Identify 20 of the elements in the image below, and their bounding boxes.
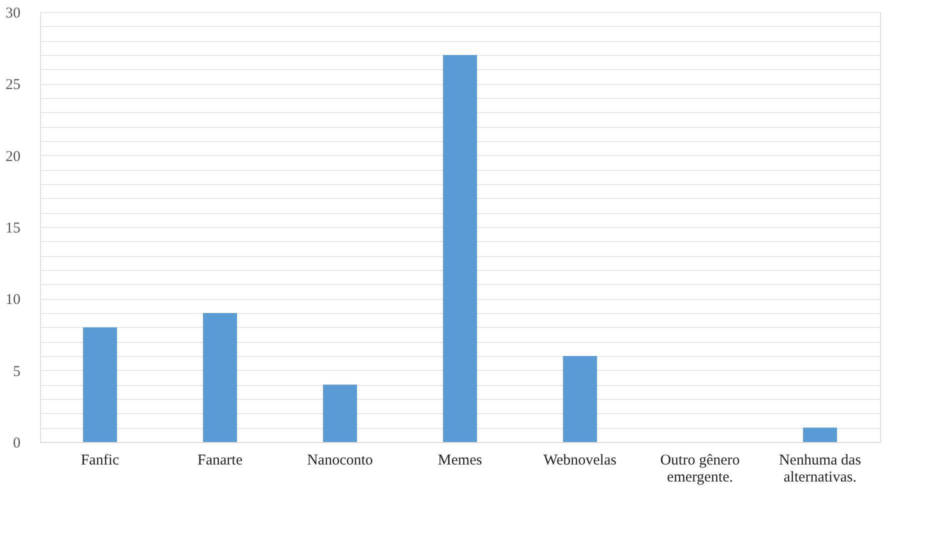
bar [563,356,597,442]
x-tick-label: Nenhuma das alternativas. [778,452,862,486]
y-tick-label: 20 [6,148,20,165]
y-tick-label: 25 [6,77,20,94]
x-tick-label: Webnovelas [544,452,617,468]
x-tick-label: Fanarte [198,452,243,468]
bar [83,327,117,442]
x-tick-label: Fanfic [80,452,120,468]
y-tick-label: 15 [6,220,20,236]
y-tick-label: 30 [6,6,20,22]
bar [203,313,237,442]
x-tick-label: Nanoconto [307,452,373,468]
y-tick-label: 0 [13,436,20,452]
bar [443,55,477,442]
bar [803,428,837,442]
bar [323,384,357,442]
y-tick-label: 10 [6,292,20,308]
x-tick-label: Outro gênero emergente. [660,452,740,486]
y-tick-label: 5 [13,364,20,380]
x-tick-label: Memes [438,452,482,468]
